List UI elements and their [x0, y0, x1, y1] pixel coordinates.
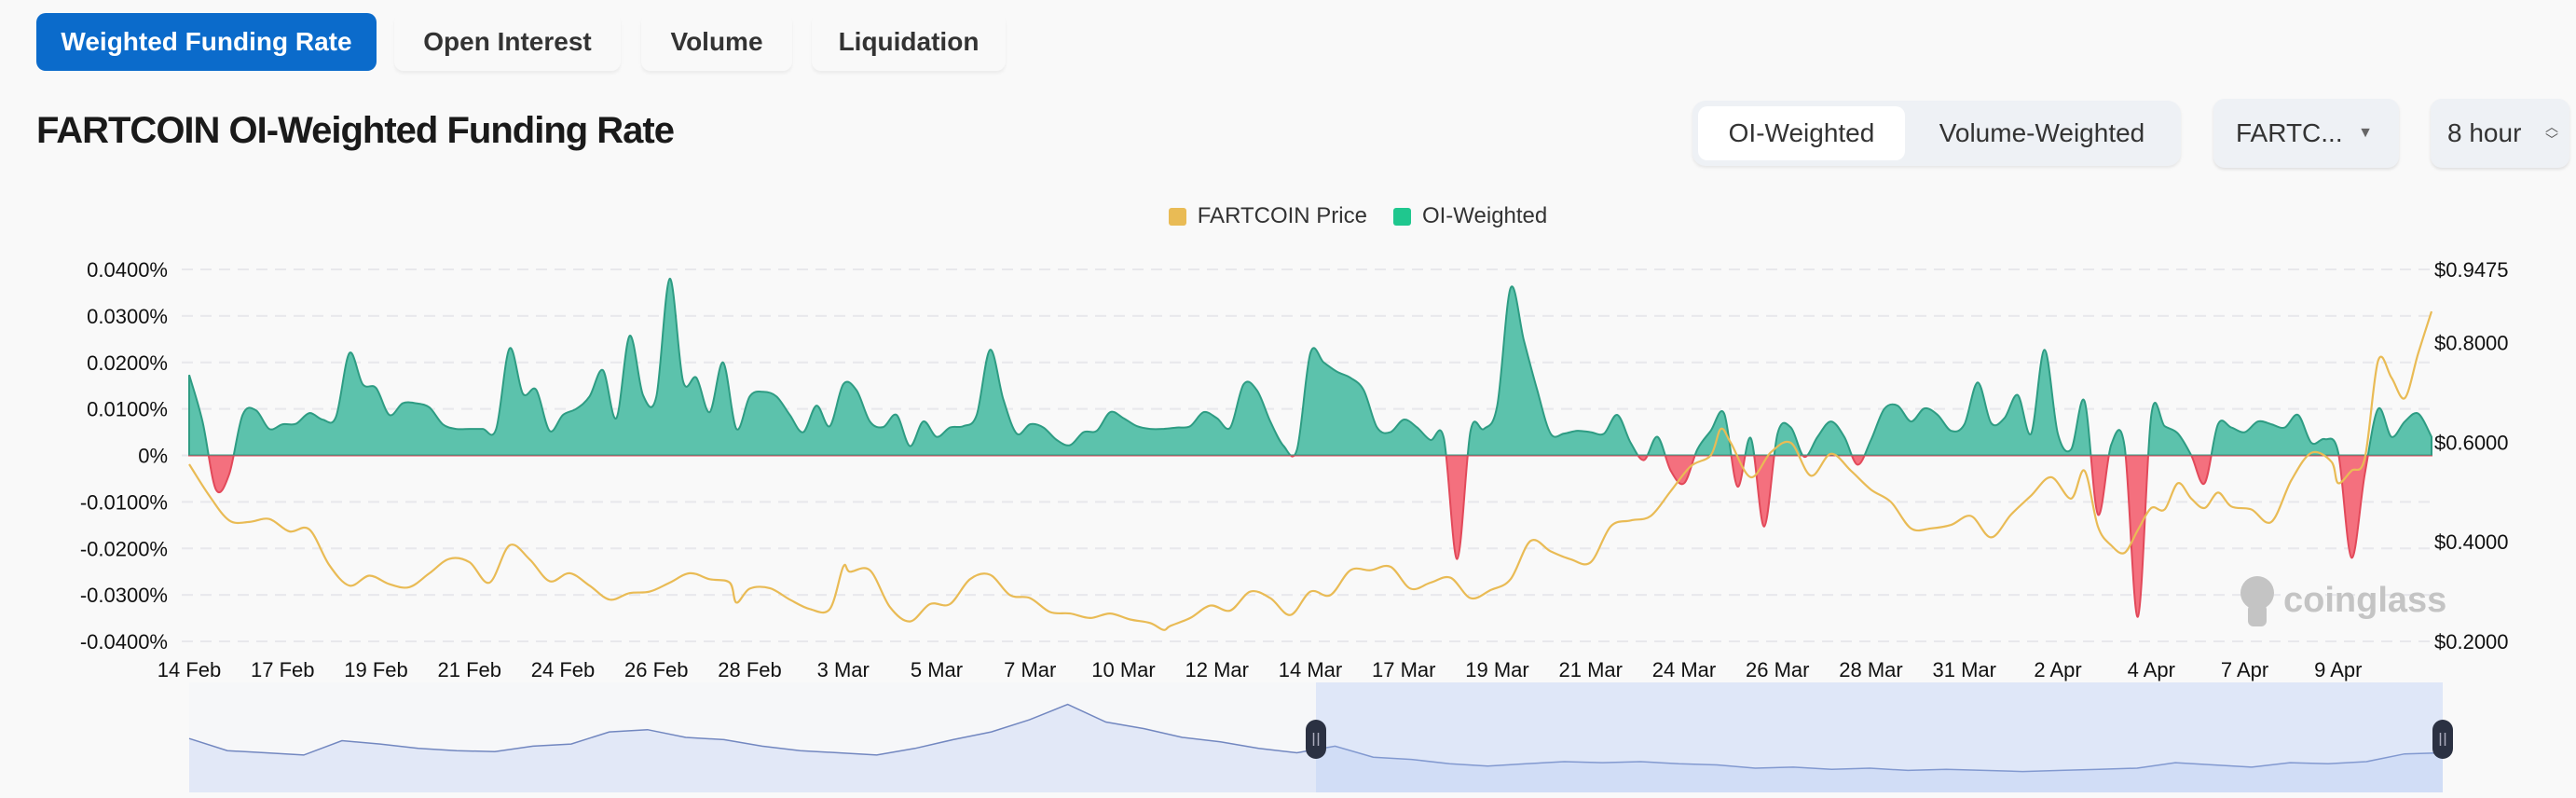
y-left-tick-label: 0.0300%	[87, 305, 168, 328]
price-line	[188, 310, 2433, 631]
x-tick-label: 24 Mar	[1652, 658, 1716, 681]
navigator-selected-range[interactable]	[1316, 682, 2443, 792]
x-tick-label: 26 Feb	[624, 658, 689, 681]
watermark-logo-icon	[2240, 576, 2274, 610]
navigator-right-handle[interactable]	[2432, 720, 2453, 759]
watermark-logo-body	[2248, 604, 2267, 626]
y-left-tick-label: -0.0400%	[80, 630, 168, 654]
tab-weighted-funding-rate[interactable]: Weighted Funding Rate	[36, 13, 377, 71]
x-tick-label: 19 Mar	[1465, 658, 1528, 681]
y-right-tick-label: $0.2000	[2434, 630, 2509, 654]
funding-negative-area	[188, 455, 2432, 618]
y-left-tick-label: 0.0100%	[87, 398, 168, 421]
legend-item-oi-weighted[interactable]: OI-Weighted	[1392, 203, 1548, 229]
coinglass-watermark: coinglass	[2240, 576, 2446, 626]
x-tick-label: 31 Mar	[1933, 658, 1996, 681]
up-down-chevron-icon: ︿ ﹀	[2545, 119, 2558, 147]
interval-select-value: 8 hour	[2447, 118, 2522, 147]
y-left-tick-label: -0.0100%	[80, 490, 168, 514]
y-left-tick-label: -0.0300%	[80, 584, 168, 607]
navigator-left-handle[interactable]	[1306, 720, 1326, 759]
volume-weighted-option[interactable]: Volume-Weighted	[1939, 118, 2145, 147]
coin-select[interactable]: FARTC... ▼	[2213, 99, 2399, 168]
x-tick-label: 21 Feb	[438, 658, 502, 681]
x-tick-label: 2 Apr	[2034, 658, 2081, 681]
x-tick-label: 21 Mar	[1559, 658, 1623, 681]
watermark-text: coinglass	[2283, 581, 2446, 620]
y-right-tick-label: $0.9475	[2434, 258, 2509, 282]
y-right-tick-label: $0.4000	[2434, 530, 2509, 554]
legend-label-oi-weighted: OI-Weighted	[1421, 203, 1548, 228]
y-axis-right: $0.9475 $0.8000 $0.6000 $0.4000 $0.2000	[2434, 258, 2509, 654]
interval-select[interactable]: 8 hour ︿ ﹀	[2431, 99, 2569, 168]
x-tick-label: 14 Feb	[158, 658, 222, 681]
y-right-tick-label: $0.8000	[2434, 332, 2509, 355]
x-tick-label: 10 Mar	[1091, 658, 1155, 681]
x-tick-label: 7 Mar	[1004, 658, 1056, 681]
x-tick-label: 14 Mar	[1279, 658, 1342, 681]
coin-select-value: FARTC...	[2236, 118, 2343, 147]
x-tick-label: 17 Mar	[1372, 658, 1435, 681]
x-tick-label: 7 Apr	[2221, 658, 2268, 681]
y-right-tick-label: $0.6000	[2434, 431, 2509, 454]
x-tick-label: 26 Mar	[1746, 658, 1809, 681]
x-tick-label: 12 Mar	[1185, 658, 1249, 681]
weighting-toggle: OI-Weighted Volume-Weighted	[1692, 101, 2181, 166]
caret-down-icon: ▼	[2358, 125, 2373, 141]
x-tick-label: 3 Mar	[817, 658, 870, 681]
y-left-tick-label: -0.0200%	[80, 537, 168, 560]
x-tick-label: 5 Mar	[911, 658, 963, 681]
chart-legend: FARTCOIN Price OI-Weighted	[0, 203, 2576, 229]
legend-label-price: FARTCOIN Price	[1197, 203, 1367, 228]
x-axis: 14 Feb 17 Feb 19 Feb 21 Feb 24 Feb 26 Feb 28 F…	[158, 658, 2363, 681]
x-tick-label: 19 Feb	[344, 658, 408, 681]
x-tick-label: 4 Apr	[2128, 658, 2175, 681]
y-left-tick-label: 0.0400%	[87, 258, 168, 282]
y-left-tick-label: 0%	[138, 445, 168, 468]
y-left-tick-label: 0.0200%	[87, 351, 168, 375]
x-tick-label: 9 Apr	[2314, 658, 2362, 681]
x-tick-label: 24 Feb	[531, 658, 596, 681]
x-tick-label: 17 Feb	[251, 658, 315, 681]
x-tick-label: 28 Feb	[718, 658, 782, 681]
tab-open-interest[interactable]: Open Interest	[394, 13, 621, 71]
funding-positive-area	[188, 277, 2432, 456]
legend-swatch-oi-weighted	[1392, 207, 1411, 226]
tab-volume[interactable]: Volume	[641, 13, 792, 71]
navigator-area	[189, 704, 2443, 792]
oi-weighted-option[interactable]: OI-Weighted	[1698, 106, 1905, 160]
tab-liquidation[interactable]: Liquidation	[812, 13, 1006, 71]
x-tick-label: 28 Mar	[1839, 658, 1902, 681]
legend-swatch-price	[1168, 207, 1186, 226]
y-axis-left: 0.0400% 0.0300% 0.0200% 0.0100% 0% -0.0100% -0…	[80, 258, 168, 654]
page-title: FARTCOIN OI-Weighted Funding Rate	[36, 110, 675, 151]
legend-item-price[interactable]: FARTCOIN Price	[1029, 203, 1367, 229]
range-navigator[interactable]	[188, 682, 2453, 792]
